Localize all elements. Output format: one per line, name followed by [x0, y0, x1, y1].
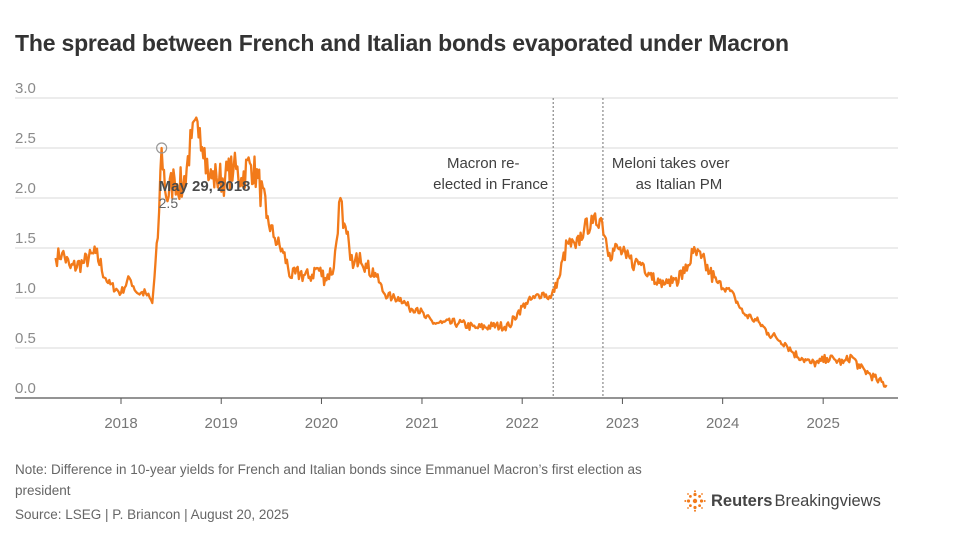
event-markers: Macron re-elected in France Meloni takes …: [433, 98, 729, 398]
chart-note: Note: Difference in 10-year yields for F…: [15, 462, 642, 498]
y-tick-label: 1.5: [15, 230, 36, 247]
brand-logo: Reuters Breakingviews: [684, 489, 881, 513]
y-tick-label: 2.0: [15, 180, 36, 197]
x-tick-label: 2018: [104, 415, 137, 432]
x-tick-label: 2019: [205, 415, 238, 432]
event-annotation: as Italian PM: [636, 176, 723, 193]
x-tick-label: 2024: [706, 415, 739, 432]
y-tick-label: 3.0: [15, 80, 36, 97]
chart-title: The spread between French and Italian bo…: [15, 30, 789, 56]
x-tick-label: 2022: [506, 415, 539, 432]
y-axis-ticks: 3.0 2.5 2.0 1.5 1.0 0.5 0.0: [15, 80, 36, 397]
brand-product: Breakingviews: [774, 491, 881, 510]
y-tick-label: 0.0: [15, 380, 36, 397]
event-annotation: Meloni takes over: [612, 155, 730, 172]
hover-value-label: 2.5: [159, 195, 179, 211]
event-annotation: Macron re-: [447, 155, 520, 172]
y-tick-label: 0.5: [15, 330, 36, 347]
chart-source: Source: LSEG | P. Briancon | August 20, …: [15, 507, 289, 522]
hover-date-label: May 29, 2018: [159, 178, 251, 195]
line-chart: 3.02.52.01.51.00.50.0 2018 2019 2020 2021 20…: [15, 80, 898, 432]
y-tick-label: 2.5: [15, 130, 36, 147]
spread-line: [54, 116, 888, 388]
reuters-logo-icon: [684, 490, 706, 512]
grid-lines: [15, 97, 898, 399]
x-axis-ticks: 2018 2019 2020 2021 2022 2023 2024 2025: [104, 398, 840, 432]
x-tick-label: 2020: [305, 415, 338, 432]
x-tick-label: 2021: [405, 415, 438, 432]
y-tick-label: 1.0: [15, 280, 36, 297]
hover-point[interactable]: [156, 142, 168, 154]
x-tick-label: 2023: [606, 415, 639, 432]
event-annotation: elected in France: [433, 176, 548, 193]
brand-name: Reuters: [711, 491, 773, 510]
x-tick-label: 2025: [806, 415, 839, 432]
